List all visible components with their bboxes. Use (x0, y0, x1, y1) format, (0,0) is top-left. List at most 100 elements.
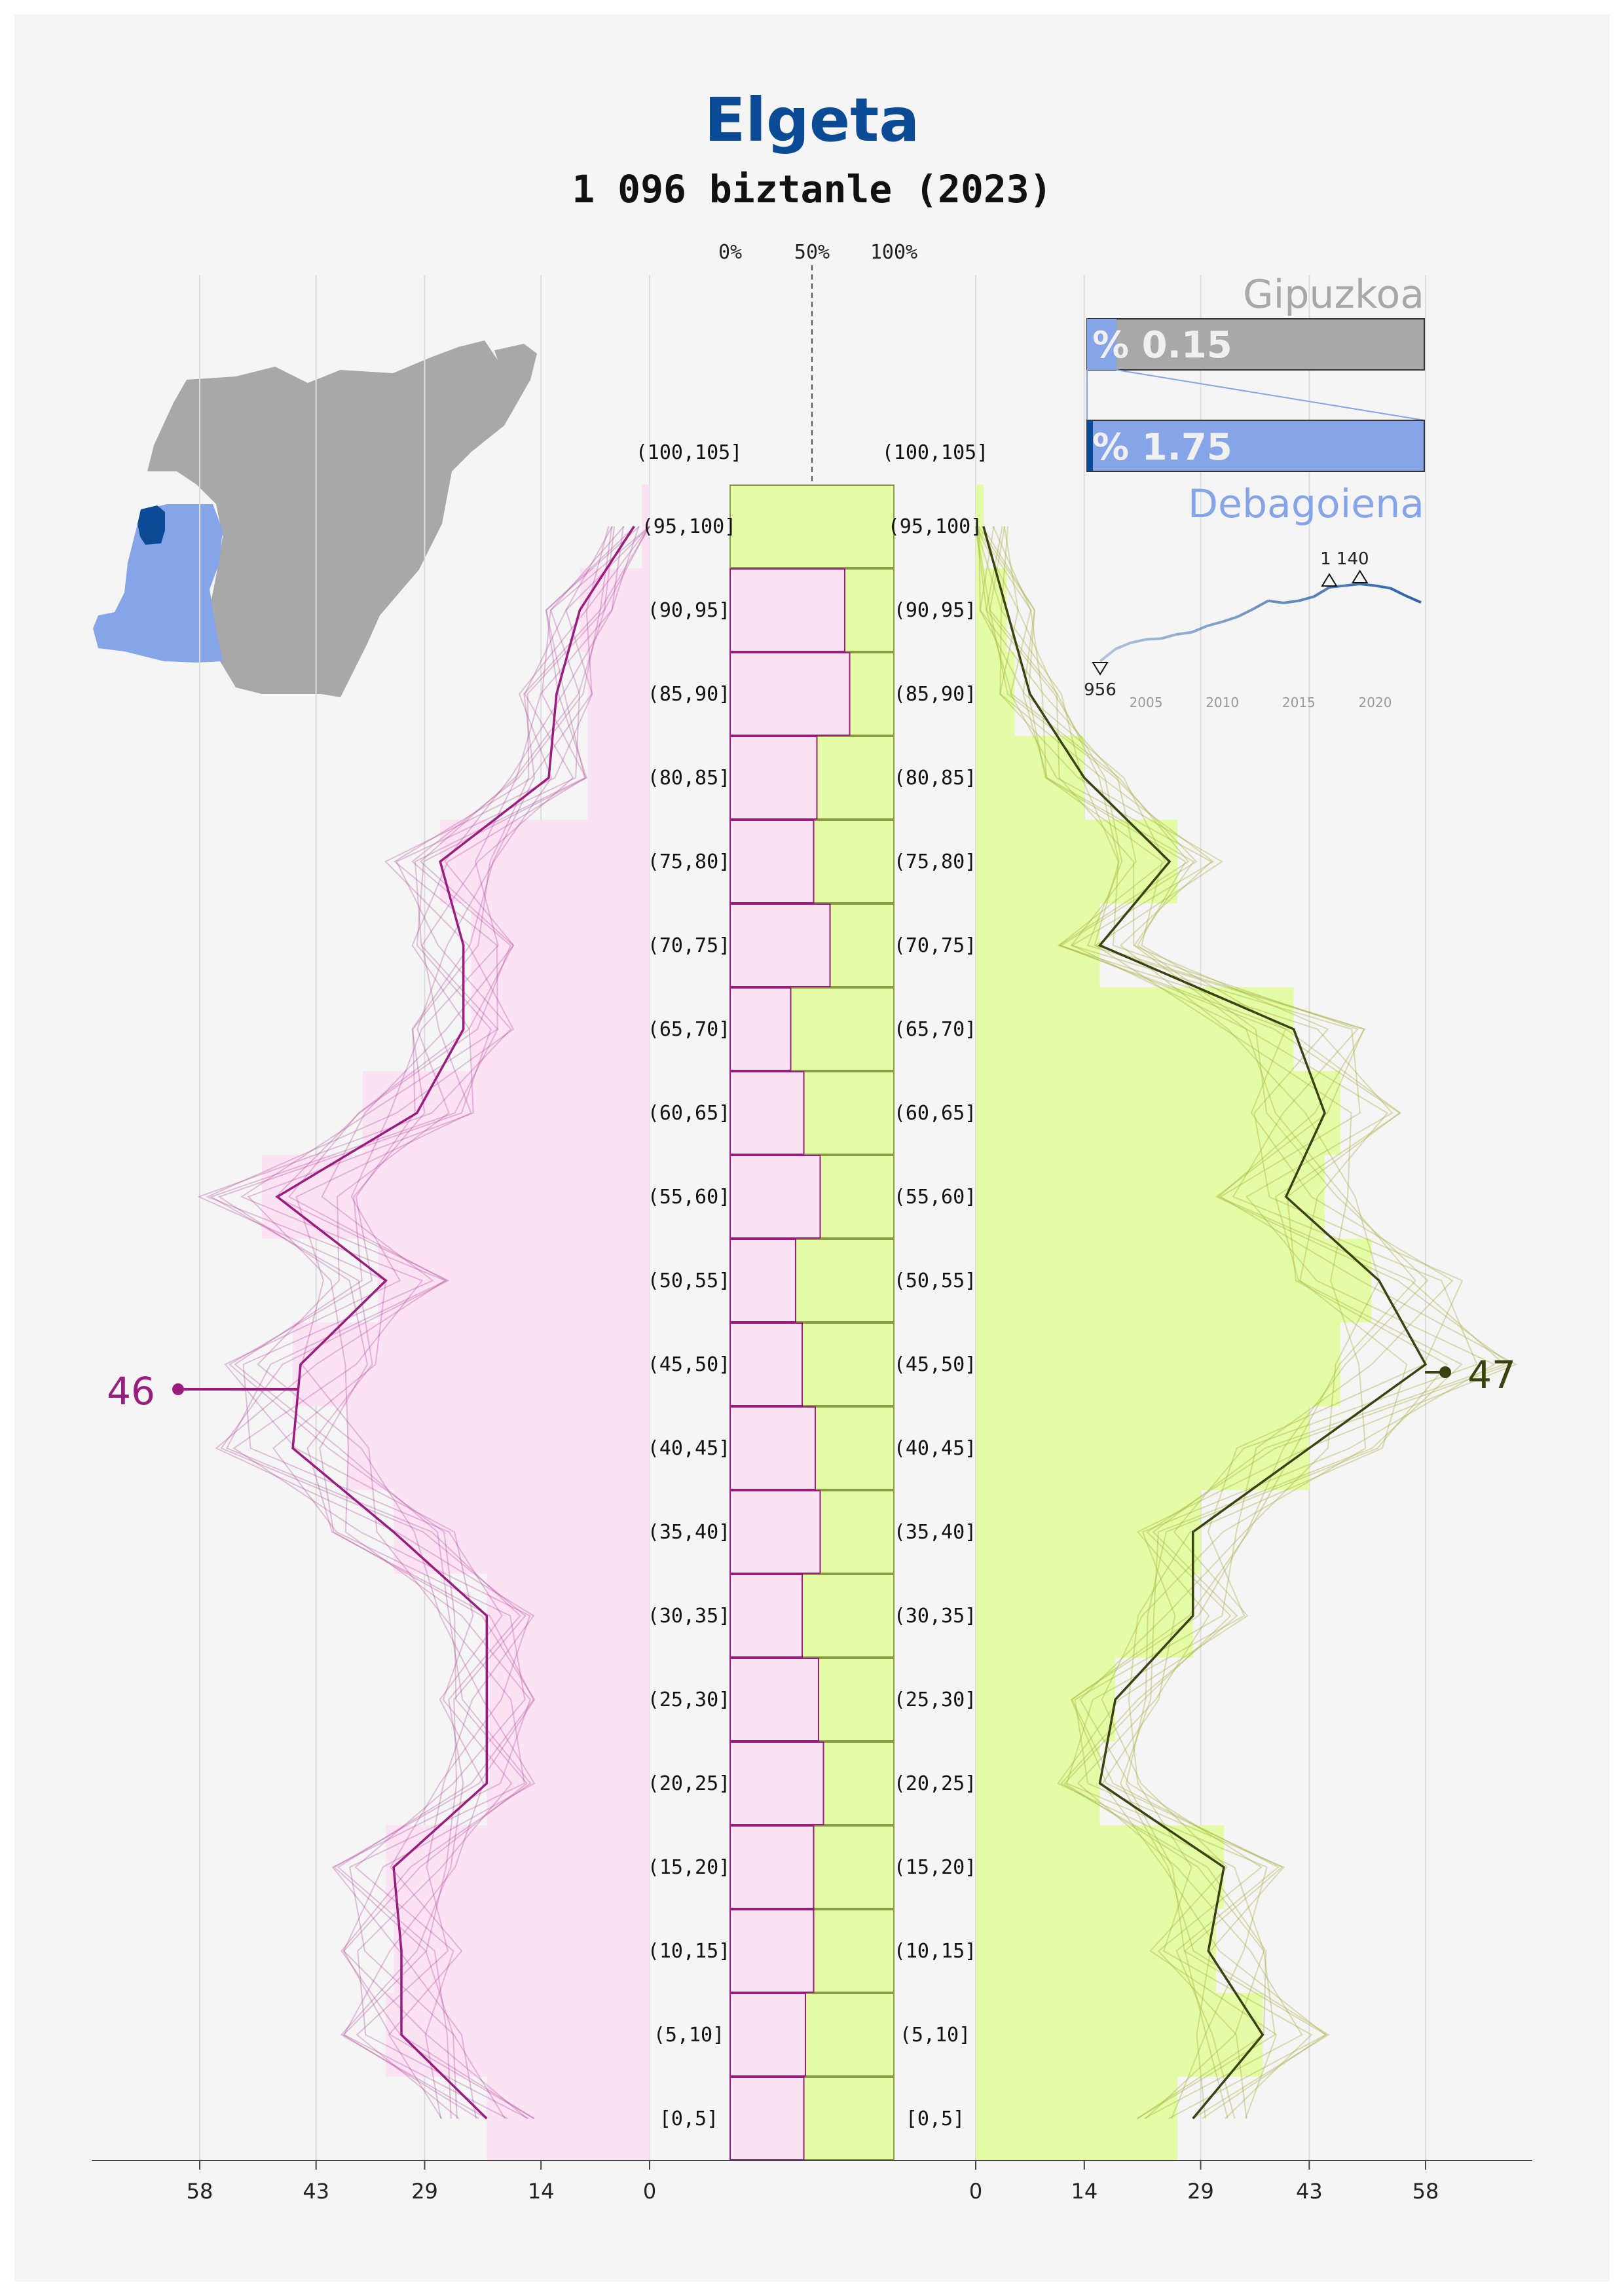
pct-tick-100: 100% (870, 241, 917, 264)
age-label-left-3: (15,20] (648, 1856, 730, 1879)
female-bar-5 (487, 1658, 650, 1741)
page-subtitle: 1 096 biztanle (2023) (572, 167, 1052, 211)
age-label-left-10: (50,55] (648, 1269, 730, 1292)
share-cell-19 (729, 484, 895, 568)
male-history-line-5 (978, 526, 1518, 2119)
female-history-line-3 (215, 526, 610, 2119)
female-history-line-9 (197, 526, 625, 2119)
trend-segment-19 (1390, 587, 1407, 597)
share-female-2 (729, 1909, 815, 1993)
female-bar-17 (587, 652, 650, 736)
age-label-left-14: (70,75] (648, 934, 730, 957)
x-tick-right-2: 29 (1187, 2179, 1214, 2204)
trend-segment-13 (1298, 595, 1315, 602)
age-label-left-0: [0,5] (659, 2107, 718, 2130)
male-bar-13 (976, 987, 1294, 1071)
female-2023-line (275, 526, 635, 2120)
age-label-right-15: (75,80] (894, 850, 976, 873)
trend-segment-16 (1344, 583, 1360, 587)
female-bar-16 (587, 736, 650, 820)
share-female-16 (729, 736, 818, 820)
age-label-left-19: (95,100] (642, 515, 737, 538)
age-label-right-18: (90,95] (894, 599, 976, 622)
age-label-right-17: (85,90] (894, 683, 976, 706)
trend-segment-20 (1405, 594, 1422, 604)
female-bar-14 (471, 903, 650, 987)
share-female-7 (729, 1490, 821, 1574)
connector-line-2 (1116, 369, 1425, 421)
female-history-line-5 (224, 526, 640, 2119)
female-callout-dot (172, 1383, 184, 1395)
male-bar-0 (976, 2077, 1177, 2160)
male-bar-16 (976, 736, 1084, 820)
age-label-right-16: (80,85] (894, 767, 976, 790)
x-tick-left-2: 29 (411, 2179, 438, 2204)
share-female-3 (729, 1825, 815, 1909)
female-history-line-12 (217, 526, 640, 2119)
trend-xtick-1: 2010 (1206, 695, 1239, 710)
x-tick-right-3: 43 (1296, 2179, 1323, 2204)
province-share-fill (1087, 319, 1116, 370)
province-map (93, 340, 537, 697)
male-bar-19 (976, 484, 984, 568)
male-bar-14 (976, 903, 1100, 987)
age-label-right-11: (55,60] (894, 1186, 976, 1209)
male-bar-12 (976, 1071, 1340, 1155)
age-label-right-8: (40,45] (894, 1437, 976, 1460)
age-label-right-2: (10,15] (894, 1940, 976, 1963)
trend-segment-14 (1313, 586, 1331, 598)
x-tick-left-1: 43 (303, 2179, 329, 2204)
share-female-14 (729, 903, 831, 987)
share-female-17 (729, 652, 851, 736)
female-history-line-13 (228, 526, 650, 2119)
male-bar-15 (976, 820, 1177, 903)
female-callout: 46 (107, 1369, 298, 1413)
male-history-line-11 (989, 526, 1449, 2119)
region-name: Debagoiena (1188, 481, 1424, 527)
pct-tick-50: 50% (794, 241, 830, 264)
female-history-line-7 (295, 526, 650, 2119)
female-bar-9 (293, 1322, 650, 1406)
region-shape (93, 504, 223, 663)
female-callout-label: 46 (107, 1369, 155, 1413)
trend-segment-3 (1145, 637, 1162, 641)
age-label-right-5: (25,30] (894, 1688, 976, 1711)
female-bar-12 (362, 1071, 650, 1155)
bars (261, 484, 1372, 2160)
trend-max-label: 1 140 (1320, 549, 1369, 569)
female-history-line-0 (226, 526, 616, 2119)
region-share-box (1086, 420, 1425, 472)
x-tick-right-4: 58 (1412, 2179, 1439, 2204)
male-bar-3 (976, 1825, 1225, 1909)
trend-segment-5 (1176, 630, 1192, 636)
share-female-10 (729, 1239, 796, 1322)
trend-segment-7 (1206, 620, 1223, 628)
trend-max-marker-1 (1351, 570, 1369, 583)
x-tick-right-0: 0 (969, 2179, 982, 2204)
female-history-line-1 (209, 526, 636, 2119)
male-bar-8 (976, 1406, 1310, 1490)
province-share-value: % 0.15 (1092, 324, 1232, 367)
province-shape (147, 340, 537, 697)
male-bar-6 (976, 1574, 1193, 1658)
trend-xtick-3: 2020 (1359, 695, 1392, 710)
trend-segment-9 (1237, 608, 1254, 618)
share-female-15 (729, 820, 815, 903)
male-history-line-3 (999, 526, 1408, 2119)
female-bar-2 (394, 1909, 650, 1993)
x-tick-left-3: 14 (528, 2179, 555, 2204)
trend-segment-4 (1160, 633, 1177, 640)
age-label-left-6: (30,35] (648, 1605, 730, 1628)
age-label-right-9: (45,50] (894, 1353, 976, 1376)
male-history-line-9 (992, 526, 1380, 2119)
age-label-left-11: (55,60] (648, 1186, 730, 1209)
age-label-right-6: (30,35] (894, 1605, 976, 1628)
trend-xtick-0: 2005 (1130, 695, 1163, 710)
female-bar-4 (487, 1741, 650, 1825)
male-history-line-6 (999, 526, 1367, 2119)
trend-segment-8 (1222, 615, 1238, 623)
male-history-line-7 (975, 526, 1464, 2119)
male-history-line-1 (982, 526, 1416, 2119)
trend-segment-11 (1268, 599, 1284, 604)
